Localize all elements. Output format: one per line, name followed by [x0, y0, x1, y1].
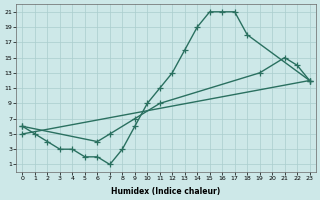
X-axis label: Humidex (Indice chaleur): Humidex (Indice chaleur) — [111, 187, 221, 196]
